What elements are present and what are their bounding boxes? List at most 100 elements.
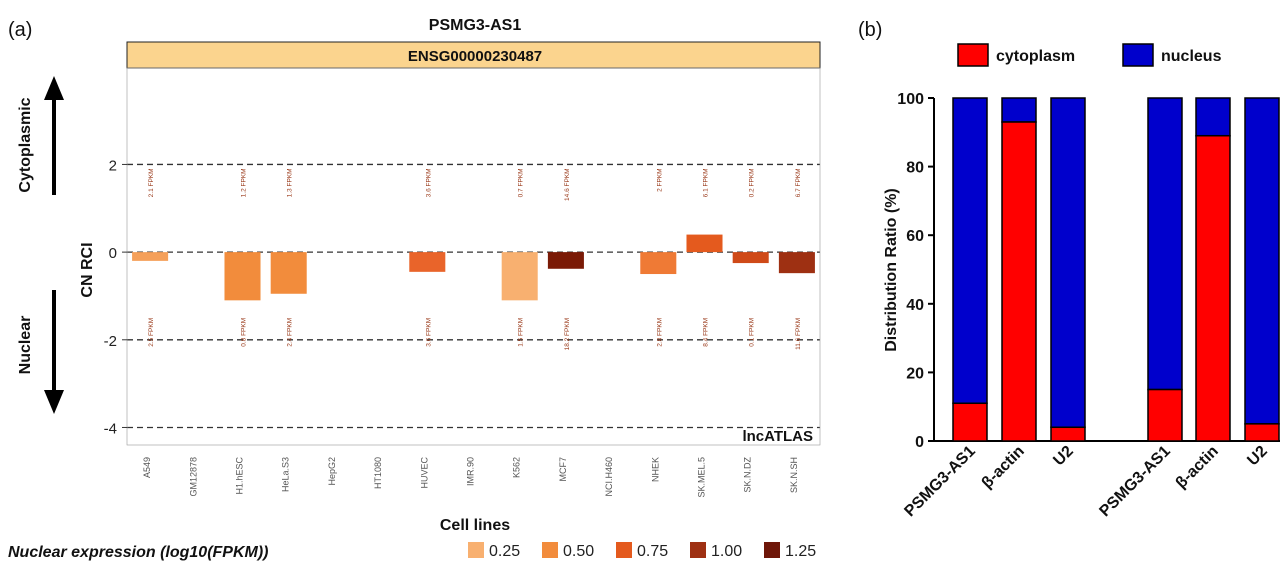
y-tick-label: 60: [906, 228, 924, 245]
x-tick-label: U2: [1244, 443, 1271, 470]
side-label-cytoplasmic: Cytoplasmic: [17, 97, 34, 192]
x-tick-label: PSMG3-AS1: [1096, 443, 1173, 520]
x-axis-title: Cell lines: [440, 517, 510, 534]
bar-cytoplasm-β-actin: [1195, 134, 1231, 442]
x-tick-label: U2: [1050, 443, 1077, 470]
panel-b-bars: [952, 97, 1280, 442]
legend-swatch: [468, 542, 484, 558]
fpkm-top-label: 6.7 FPKM: [795, 168, 802, 197]
bar-H1.hESC: [224, 252, 261, 301]
up-arrow-icon: [44, 76, 64, 100]
legend-label: 1.00: [711, 543, 742, 560]
x-tick-label: GM12878: [188, 457, 198, 497]
fpkm-labels: 2.1 FPKM 2.5 FPKM 1.2 FPKM 0.8 FPKM 1.3 FPKM…: [148, 168, 802, 350]
fpkm-top-label: 2.1 FPKM: [148, 168, 155, 197]
down-arrow-icon: [44, 390, 64, 414]
fpkm-top-label: 14.6 FPKM: [564, 168, 571, 201]
legend-swatch: [690, 542, 706, 558]
legend-label: 0.75: [637, 543, 668, 560]
y-tick-label: 80: [906, 160, 924, 177]
fpkm-bottom-label: 1.5 FPKM: [518, 318, 525, 347]
bar-cytoplasm-PSMG3-AS1: [952, 402, 988, 442]
bar-SK.N.SH: [778, 252, 815, 274]
fpkm-bottom-label: 8.4 FPKM: [703, 318, 710, 347]
x-tick-label: HepG2: [327, 457, 337, 486]
x-tick-label: NCI.H460: [604, 457, 614, 497]
bar-SK.N.DZ: [732, 252, 769, 264]
x-tick-label: HT1080: [373, 457, 383, 489]
x-tick-label: A549: [142, 457, 152, 478]
y-tick-label: 0: [915, 434, 924, 451]
x-tick-label: MCF7: [558, 457, 568, 482]
legend-label: cytoplasm: [996, 48, 1075, 65]
bars: [132, 234, 815, 301]
subtitle-strip: [126, 41, 821, 69]
legend-swatch-nucleus: [1122, 43, 1154, 67]
plot-border: [126, 67, 821, 446]
x-tick-label: K562: [512, 457, 522, 478]
y-tick-label: 0: [109, 245, 117, 262]
x-tick-label: H1.hESC: [235, 457, 245, 495]
panel-b-y-axis-title: Distribution Ratio (%): [883, 188, 900, 352]
bar-HUVEC: [409, 252, 446, 272]
panel-b-label: (b): [858, 19, 882, 41]
x-tick-label: HeLa.S3: [281, 457, 291, 492]
x-tick-label: β-actin: [1173, 443, 1222, 492]
bar-NHEK: [640, 252, 677, 275]
legend-label: 1.25: [785, 543, 816, 560]
fpkm-bottom-label: 18.2 FPKM: [564, 318, 571, 351]
y-axis-title: CN RCI: [79, 242, 96, 297]
bar-nucleus-PSMG3-AS1: [952, 97, 988, 405]
bar-A549: [132, 252, 169, 261]
legend-label: 0.25: [489, 543, 520, 560]
legend-swatch: [764, 542, 780, 558]
bar-SK.MEL.5: [686, 234, 723, 253]
y-ticks: 2 0 -2 -4: [104, 157, 127, 437]
fpkm-top-label: 1.2 FPKM: [241, 168, 248, 197]
legend-label: 0.50: [563, 543, 594, 560]
panel-b-legend: cytoplasm nucleus: [957, 43, 1222, 67]
panel-a-title: PSMG3-AS1: [429, 17, 522, 34]
x-tick-label: β-actin: [979, 443, 1028, 492]
fpkm-bottom-label: 11.6 FPKM: [795, 318, 802, 350]
fpkm-top-label: 0.2 FPKM: [749, 168, 756, 197]
watermark-lncatlas: lncATLAS: [742, 428, 813, 445]
x-tick-label: IMR.90: [466, 457, 476, 486]
panel-a-subtitle: ENSG00000230487: [408, 48, 542, 65]
fpkm-top-label: 1.3 FPKM: [287, 168, 294, 197]
x-tick-label: SK.MEL.5: [697, 457, 707, 498]
x-tick-label: SK.N.DZ: [743, 457, 753, 493]
y-tick-label: 2: [109, 157, 117, 174]
legend-swatch: [542, 542, 558, 558]
bar-MCF7: [547, 252, 584, 269]
fpkm-bottom-label: 0.1 FPKM: [749, 318, 756, 347]
bar-cytoplasm-β-actin: [1001, 121, 1037, 442]
y-tick-label: 40: [906, 297, 924, 314]
bar-K562: [501, 252, 538, 301]
y-tick-label: 20: [906, 365, 924, 382]
legend-swatch: [616, 542, 632, 558]
x-tick-label: NHEK: [650, 457, 660, 482]
bar-cytoplasm-U2: [1050, 426, 1086, 442]
x-tick-label: HUVEC: [419, 457, 429, 489]
fpkm-bottom-label: 0.8 FPKM: [241, 318, 248, 347]
fpkm-top-label: 6.1 FPKM: [703, 168, 710, 197]
fpkm-bottom-label: 2.8 FPKM: [656, 318, 663, 347]
fpkm-bottom-label: 3.6 FPKM: [425, 318, 432, 347]
panel-a: (a) PSMG3-AS1 ENSG00000230487 CN RCI Cyt…: [8, 17, 821, 561]
legend-label: nucleus: [1161, 48, 1222, 65]
bar-cytoplasm-PSMG3-AS1: [1147, 388, 1183, 442]
panel-a-label: (a): [8, 19, 32, 41]
x-tick-label: PSMG3-AS1: [901, 443, 978, 520]
bar-nucleus-U2: [1244, 97, 1280, 425]
x-tick-labels: A549 GM12878 H1.hESC HeLa.S3 HepG2 HT1080 HUVE…: [142, 457, 799, 498]
bar-nucleus-U2: [1050, 97, 1086, 429]
panel-b: (b) Distribution Ratio (%) cytoplasm nucl…: [858, 19, 1280, 520]
fpkm-bottom-label: 2.5 FPKM: [148, 318, 155, 347]
y-tick-label: -4: [104, 420, 117, 437]
y-tick-label: 100: [897, 91, 924, 108]
legend-title: Nuclear expression (log10(FPKM)): [8, 544, 269, 561]
legend: 0.25 0.50 0.75 1.00 1.25: [468, 542, 816, 560]
